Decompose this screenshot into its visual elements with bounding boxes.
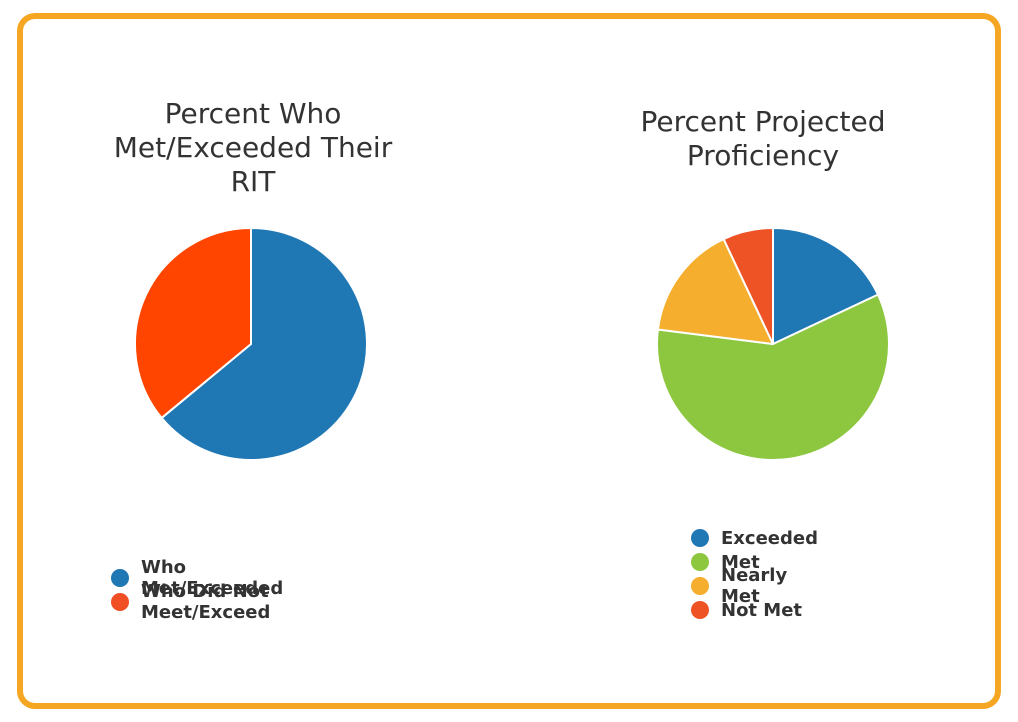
pie-slice-exceeded[interactable] bbox=[772, 227, 879, 345]
chart-card: Percent Who Met/Exceeded Their RIT Who M… bbox=[17, 13, 1001, 709]
pie-chart-rit bbox=[134, 227, 368, 461]
legend-item-who-met-exceeded[interactable]: Who Met/Exceeded bbox=[111, 557, 283, 599]
chart-title-proficiency: Percent Projected Proficiency bbox=[613, 105, 913, 173]
pie-slice-who-met-exceeded[interactable] bbox=[160, 227, 368, 461]
pie-chart-proficiency bbox=[656, 227, 890, 461]
legend-swatch-icon bbox=[111, 593, 129, 611]
legend-swatch-icon bbox=[691, 577, 709, 595]
legend-item-who-did-not-meet-exceed[interactable]: Who Did Not Meet/Exceed bbox=[111, 581, 283, 623]
legend-item-not-met[interactable]: Not Met bbox=[691, 598, 818, 622]
pie-slice-who-did-not-meet-exceed[interactable] bbox=[134, 227, 252, 419]
legend-label: Not Met bbox=[721, 599, 803, 621]
chart-title-rit: Percent Who Met/Exceeded Their RIT bbox=[103, 97, 403, 199]
pie-slice-nearly-met[interactable] bbox=[656, 238, 774, 345]
legend-swatch-icon bbox=[691, 601, 709, 619]
legend-label: Exceeded bbox=[721, 527, 818, 549]
pie-slice-met[interactable] bbox=[656, 293, 890, 461]
legend-item-exceeded[interactable]: Exceeded bbox=[691, 526, 818, 550]
legend-item-nearly-met[interactable]: Nearly Met bbox=[691, 565, 818, 607]
legend-swatch-icon bbox=[111, 569, 129, 587]
chart-title-line: Met/Exceeded Their bbox=[113, 131, 393, 164]
legend-label: Met bbox=[721, 551, 760, 573]
chart-title-line: Proficiency bbox=[686, 139, 840, 172]
legend-proficiency: Exceeded Met Nearly Met Not Met bbox=[691, 526, 818, 622]
pie-slice-not-met[interactable] bbox=[722, 227, 774, 345]
chart-title-line: RIT bbox=[230, 165, 276, 198]
legend-swatch-icon bbox=[691, 529, 709, 547]
legend-label: Who Did Not Meet/Exceed bbox=[141, 581, 271, 623]
legend-rit: Who Met/Exceeded Who Did Not Meet/Exceed bbox=[111, 557, 283, 623]
legend-swatch-icon bbox=[691, 553, 709, 571]
chart-title-line: Percent Projected bbox=[640, 105, 886, 138]
legend-label: Nearly Met bbox=[721, 565, 788, 607]
chart-title-line: Percent Who bbox=[164, 97, 342, 130]
legend-label: Who Met/Exceeded bbox=[141, 557, 284, 599]
legend-item-met[interactable]: Met bbox=[691, 550, 818, 574]
